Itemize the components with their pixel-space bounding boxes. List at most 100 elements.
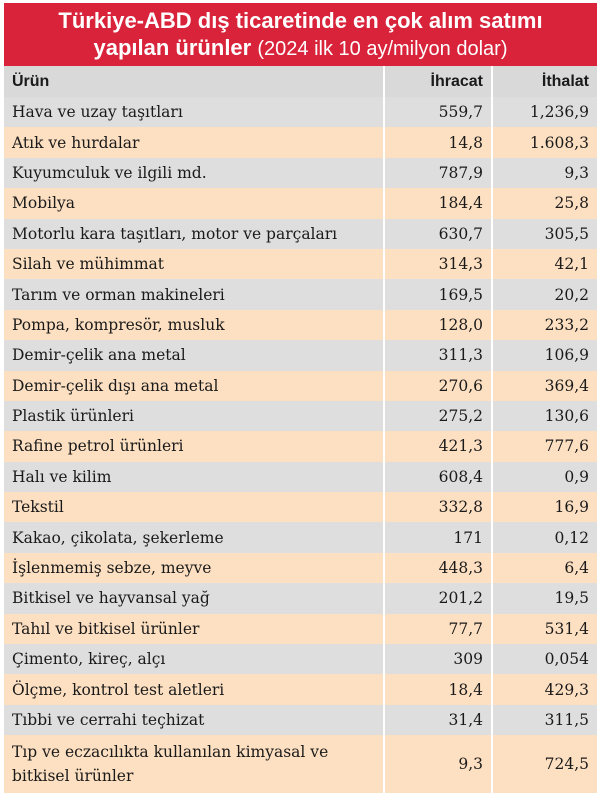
cell-import: 16,9 [492, 492, 597, 523]
table-row: Kakao, çikolata, şekerleme 171 0,12 [4, 522, 597, 553]
table-row: Silah ve mühimmat 314,3 42,1 [4, 248, 597, 280]
cell-export: 630,7 [384, 218, 493, 249]
cell-import: 0,9 [492, 461, 597, 493]
cell-product: Demir-çelik ana metal [4, 340, 385, 371]
cell-product: Tıbbi ve cerrahi teçhizat [4, 704, 385, 736]
title-line-2-bold: yapılan ürünler [93, 35, 252, 60]
cell-product: Silah ve mühimmat [4, 248, 385, 280]
cell-product: Tekstil [4, 492, 385, 523]
cell-export: 309 [384, 644, 493, 675]
table-row: Pompa, kompresör, musluk 128,0 233,2 [4, 309, 597, 341]
cell-import: 130,6 [492, 400, 597, 432]
cell-product: Halı ve kilim [4, 461, 385, 493]
cell-product: Bitkisel ve hayvansal yağ [4, 583, 385, 614]
cell-export: 275,2 [384, 400, 493, 432]
cell-export: 169,5 [384, 279, 493, 310]
table-row: Demir-çelik ana metal 311,3 106,9 [4, 340, 597, 371]
cell-import: 311,5 [492, 704, 597, 736]
cell-export: 171 [384, 522, 493, 553]
cell-product: Kuyumculuk ve ilgili md. [4, 157, 385, 189]
cell-export: 787,9 [384, 157, 493, 189]
cell-product: Tarım ve orman makineleri [4, 279, 385, 310]
cell-export: 448,3 [384, 552, 493, 584]
trade-table: Ürün İhracat İthalat Hava ve uzay taşıtl… [4, 66, 597, 794]
cell-product: Mobilya [4, 188, 385, 219]
table-row: Ölçme, kontrol test aletleri 18,4 429,3 [4, 674, 597, 705]
cell-import: 9,3 [492, 157, 597, 189]
cell-import: 531,4 [492, 613, 597, 645]
trade-table-graphic: Türkiye-ABD dış ticaretinde en çok alım … [4, 3, 597, 796]
cell-export: 31,4 [384, 704, 493, 736]
cell-export: 201,2 [384, 583, 493, 614]
table-row: Motorlu kara taşıtları, motor ve parçala… [4, 218, 597, 249]
cell-export: 314,3 [384, 248, 493, 280]
cell-import: 429,3 [492, 674, 597, 705]
cell-import: 0,12 [492, 522, 597, 553]
cell-import: 305,5 [492, 218, 597, 249]
cell-export: 270,6 [384, 370, 493, 401]
header-product: Ürün [4, 66, 385, 97]
cell-product: İşlenmemiş sebze, meyve [4, 552, 385, 584]
cell-product: Rafine petrol ürünleri [4, 431, 385, 462]
cell-import: 233,2 [492, 309, 597, 341]
cell-product: Tıp ve eczacılıkta kullanılan kimyasal v… [4, 735, 385, 794]
cell-import: 1,236,9 [492, 97, 597, 128]
cell-product: Kakao, çikolata, şekerleme [4, 522, 385, 553]
table-row: Tekstil 332,8 16,9 [4, 492, 597, 523]
table-row: İşlenmemiş sebze, meyve 448,3 6,4 [4, 552, 597, 584]
table-row: Tahıl ve bitkisel ürünler 77,7 531,4 [4, 613, 597, 645]
cell-export: 311,3 [384, 340, 493, 371]
table-row: Halı ve kilim 608,4 0,9 [4, 461, 597, 493]
cell-import: 42,1 [492, 248, 597, 280]
table-row: Çimento, kireç, alçı 309 0,054 [4, 644, 597, 675]
table-row: Atık ve hurdalar 14,8 1.608,3 [4, 127, 597, 158]
title-line-1: Türkiye-ABD dış ticaretinde en çok alım … [58, 8, 543, 33]
title-subtitle: (2024 ilk 10 ay/milyon dolar) [257, 38, 508, 60]
cell-product: Ölçme, kontrol test aletleri [4, 674, 385, 705]
cell-export: 14,8 [384, 127, 493, 158]
table-row: Tıbbi ve cerrahi teçhizat 31,4 311,5 [4, 704, 597, 736]
cell-export: 128,0 [384, 309, 493, 341]
cell-import: 1.608,3 [492, 127, 597, 158]
table-body: Hava ve uzay taşıtları 559,7 1,236,9 Atık v… [4, 97, 597, 794]
cell-import: 0,054 [492, 644, 597, 675]
cell-import: 106,9 [492, 340, 597, 371]
table-row: Tarım ve orman makineleri 169,5 20,2 [4, 279, 597, 310]
cell-import: 19,5 [492, 583, 597, 614]
cell-product: Tahıl ve bitkisel ürünler [4, 613, 385, 645]
cell-export: 608,4 [384, 461, 493, 493]
title-line-2: yapılan ürünler (2024 ilk 10 ay/milyon d… [4, 34, 597, 63]
cell-product: Motorlu kara taşıtları, motor ve parçala… [4, 218, 385, 249]
table-row: Plastik ürünleri 275,2 130,6 [4, 400, 597, 432]
cell-import: 25,8 [492, 188, 597, 219]
cell-import: 777,6 [492, 431, 597, 462]
cell-import: 724,5 [492, 735, 597, 794]
table-header-row: Ürün İhracat İthalat [4, 66, 597, 97]
cell-product: Demir-çelik dışı ana metal [4, 370, 385, 401]
table-row: Kuyumculuk ve ilgili md. 787,9 9,3 [4, 157, 597, 189]
cell-product: Hava ve uzay taşıtları [4, 97, 385, 128]
cell-export: 559,7 [384, 97, 493, 128]
cell-product: Plastik ürünleri [4, 400, 385, 432]
table-row: Rafine petrol ürünleri 421,3 777,6 [4, 431, 597, 462]
cell-product: Çimento, kireç, alçı [4, 644, 385, 675]
table-row: Bitkisel ve hayvansal yağ 201,2 19,5 [4, 583, 597, 614]
cell-export: 184,4 [384, 188, 493, 219]
header-export: İhracat [384, 66, 493, 97]
cell-import: 369,4 [492, 370, 597, 401]
table-row: Mobilya 184,4 25,8 [4, 188, 597, 219]
cell-import: 6,4 [492, 552, 597, 584]
cell-product: Atık ve hurdalar [4, 127, 385, 158]
cell-product: Pompa, kompresör, musluk [4, 309, 385, 341]
table-row: Hava ve uzay taşıtları 559,7 1,236,9 [4, 97, 597, 128]
cell-export: 77,7 [384, 613, 493, 645]
cell-export: 332,8 [384, 492, 493, 523]
cell-export: 9,3 [384, 735, 493, 794]
table-row: Demir-çelik dışı ana metal 270,6 369,4 [4, 370, 597, 401]
cell-export: 421,3 [384, 431, 493, 462]
cell-import: 20,2 [492, 279, 597, 310]
table-row: Tıp ve eczacılıkta kullanılan kimyasal v… [4, 735, 597, 794]
header-import: İthalat [492, 66, 597, 97]
title-banner: Türkiye-ABD dış ticaretinde en çok alım … [4, 3, 597, 66]
cell-export: 18,4 [384, 674, 493, 705]
